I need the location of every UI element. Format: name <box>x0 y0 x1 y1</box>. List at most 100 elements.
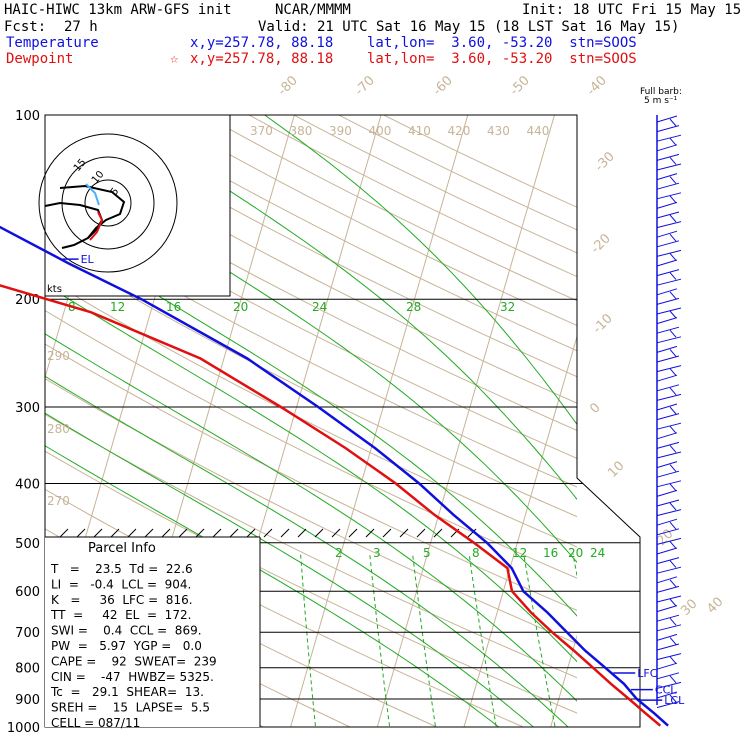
forecast-label: Fcst: <box>4 19 47 35</box>
pressure-tick-label: 300 <box>15 401 40 416</box>
freezing-hatch-mark <box>229 528 239 538</box>
freezing-hatch-mark <box>263 528 273 538</box>
sounding-traces <box>0 225 669 727</box>
hodograph-low-segment <box>85 183 100 206</box>
wind-barbs <box>656 115 682 709</box>
isotherm-line <box>634 101 740 740</box>
wind-barb <box>656 384 680 392</box>
wind-barb-flag <box>669 617 677 626</box>
wind-barb <box>656 461 678 469</box>
pressure-tick-label: 100 <box>15 109 40 124</box>
hodograph-trace <box>59 184 126 249</box>
wind-barb <box>656 403 678 411</box>
dry-adiabat-line <box>45 450 577 714</box>
freezing-hatch-mark <box>348 528 358 538</box>
wind-barb <box>656 480 682 488</box>
moist-adiabat-line <box>45 155 577 564</box>
theta-labels: 370 380 390 400 410 420 430 440 290 280 270 <box>47 124 549 508</box>
wind-barb <box>656 653 682 661</box>
hodograph-units: kts <box>47 284 62 295</box>
wind-barb <box>656 278 682 286</box>
moist-adiabat-line <box>45 375 569 727</box>
freezing-hatch-mark <box>246 528 256 538</box>
moist-adiabat-lines <box>45 115 577 727</box>
wind-barb <box>656 297 680 305</box>
dewpoint-trace <box>0 284 662 727</box>
wind-barb <box>656 518 678 526</box>
pressure-tick-label: 900 <box>15 693 40 708</box>
freezing-hatch-mark <box>110 528 120 538</box>
level-label: LFC <box>637 667 657 680</box>
wind-barb <box>656 413 680 421</box>
thetae-label: 24 <box>312 300 327 314</box>
parcel-info-row: SREH = 15 LAPSE= 5.5 <box>51 701 210 715</box>
parcel-info-title: Parcel Info <box>88 541 156 556</box>
dewpoint-legend-marker: ☆ <box>170 51 179 67</box>
wind-barb-flag <box>669 675 677 684</box>
theta-label: 380 <box>290 124 313 138</box>
wind-barb <box>656 614 680 622</box>
wind-barb <box>656 576 678 584</box>
moist-adiabat-line <box>45 333 577 702</box>
barb-legend-line1: Full barb: <box>640 87 682 97</box>
wind-barb <box>656 240 680 248</box>
isotherm-label: -40 <box>584 73 610 99</box>
forecast-hour: 27 h <box>64 19 98 35</box>
level-label: EL <box>81 253 95 266</box>
wind-barb <box>656 701 680 709</box>
freezing-hatch-mark <box>212 528 222 538</box>
moist-adiabat-line <box>264 115 577 426</box>
freezing-hatch-mark <box>280 528 290 538</box>
wind-barb <box>656 336 682 344</box>
wind-barb <box>656 192 682 200</box>
dry-adiabat-line <box>158 115 577 327</box>
parcel-info-row: K = 36 LFC = 816. <box>51 593 193 607</box>
dry-adiabat-line <box>45 277 577 548</box>
pressure-tick-label: 400 <box>15 477 40 492</box>
wind-barb <box>656 528 680 536</box>
thetae-label: 12 <box>110 300 125 314</box>
theta-label: 430 <box>487 124 510 138</box>
dry-adiabat-line <box>382 115 577 208</box>
hodograph-ring-15 <box>38 133 178 273</box>
wind-barb <box>656 355 680 363</box>
parcel-info-background <box>45 537 260 727</box>
wind-barb <box>656 201 678 209</box>
wind-barb-flag <box>669 368 677 376</box>
wind-barb <box>656 547 678 555</box>
wind-barb <box>656 230 678 238</box>
wind-barb-flag <box>669 157 677 165</box>
hodograph: 15 10 5 kts <box>38 114 231 297</box>
wind-barb <box>656 211 680 219</box>
parcel-info-panel: Parcel Info T = 23.5 Td = 22.6LI = -0.4 … <box>45 536 261 730</box>
freezing-hatch-mark <box>127 528 137 538</box>
hodograph-trace-lower <box>44 201 104 239</box>
wind-barb <box>656 662 678 670</box>
temperature-trace <box>0 225 669 727</box>
wind-barb <box>656 365 682 373</box>
freezing-hatch-mark <box>144 528 154 538</box>
wind-barb <box>656 317 678 325</box>
wind-barb-flag <box>669 195 677 204</box>
isotherm-label: -50 <box>507 73 533 99</box>
wind-barb-flag <box>669 560 677 568</box>
isotherm-label: -30 <box>592 149 618 175</box>
mixing-ratio-label: 2 <box>335 546 343 560</box>
dry-adiabat-line <box>45 413 577 679</box>
wind-barb <box>656 681 682 689</box>
dry-adiabat-line <box>292 115 577 254</box>
freezing-hatch-mark <box>382 528 392 538</box>
wind-barb-flag <box>669 598 677 607</box>
thetae-label: 16 <box>166 300 181 314</box>
wind-barb <box>656 691 678 699</box>
wind-barb-flag <box>669 118 677 127</box>
mixing-ratio-line <box>523 553 556 727</box>
freezing-hatch-mark <box>76 528 86 538</box>
wind-barb <box>656 144 678 152</box>
thetae-label: 32 <box>500 300 515 314</box>
thetae-labels: 8 12 16 20 24 28 32 <box>68 300 515 314</box>
wind-barb-flag <box>669 176 677 184</box>
moist-adiabat-line <box>45 225 577 617</box>
pressure-tick-label: 600 <box>15 585 40 600</box>
pressure-tick-label: 500 <box>15 537 40 552</box>
